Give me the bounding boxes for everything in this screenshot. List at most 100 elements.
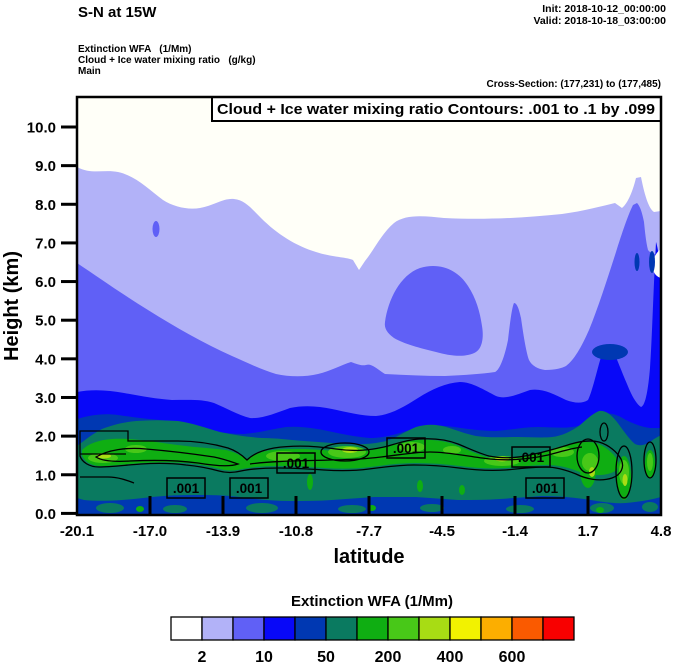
x-tick-label: 1.7 bbox=[578, 523, 599, 540]
contour-label-box bbox=[511, 446, 551, 468]
y-tick-label: 10.0 bbox=[27, 120, 56, 137]
line-contours bbox=[79, 422, 657, 499]
contour-label-box bbox=[166, 477, 206, 499]
contour-line-segment bbox=[80, 476, 135, 484]
x-tick-label: -7.7 bbox=[356, 523, 382, 540]
fill-dot-periwinkle bbox=[152, 221, 160, 237]
x-tick-label: -1.4 bbox=[502, 523, 529, 540]
colorbar-tick-label: 50 bbox=[317, 649, 335, 666]
contour-line-meander bbox=[249, 446, 583, 465]
teal-bottom-blob bbox=[506, 505, 534, 513]
contour-loop bbox=[643, 441, 657, 479]
teal-bottom-blob bbox=[642, 502, 658, 512]
filled-contour-layers: .001 .001 .001 .001 .001 .001 bbox=[77, 97, 661, 515]
contour-loop bbox=[599, 422, 609, 442]
teal-bottom-blob bbox=[420, 504, 444, 512]
contour-label-text: .001 bbox=[173, 481, 200, 496]
x-tick-label: -4.5 bbox=[429, 523, 455, 540]
colorbar-cell bbox=[294, 616, 327, 641]
contour-label-text: .001 bbox=[236, 481, 263, 496]
valid-timestamp: Valid: 2018-10-18_03:00:00 bbox=[533, 15, 666, 27]
y-axis-ticks: 0.0 1.0 2.0 3.0 4.0 5.0 6.0 7.0 8.0 9.0 10.0 bbox=[27, 120, 77, 523]
x-tick-label: -20.1 bbox=[60, 523, 94, 540]
inner-title-text: Cloud + Ice water mixing ratio Contours:… bbox=[217, 101, 655, 118]
init-timestamp: Init: 2018-10-12_00:00:00 bbox=[542, 3, 666, 15]
page-title: S-N at 15W bbox=[78, 4, 157, 21]
y-tick-label: 0.0 bbox=[35, 506, 56, 523]
colorbar-tick-label: 600 bbox=[499, 649, 526, 666]
y-tick-label: 1.0 bbox=[35, 467, 56, 484]
inner-title-box: Cloud + Ice water mixing ratio Contours:… bbox=[211, 96, 662, 122]
colorbar-tick-label: 400 bbox=[437, 649, 464, 666]
contour-label-text: .001 bbox=[518, 450, 545, 465]
green-bit bbox=[417, 480, 423, 492]
lime-patch bbox=[622, 474, 628, 486]
y-tick-label: 2.0 bbox=[35, 429, 56, 446]
x-axis-ticks: -20.1 -17.0 -13.9 -10.8 -7.7 -4.5 -1.4 1.7 4.8 bbox=[60, 496, 672, 540]
colorbar-cell bbox=[263, 616, 296, 641]
fill-blob-periwinkle-aloft bbox=[384, 266, 483, 356]
teal-bottom-blob bbox=[246, 503, 278, 513]
fill-sliver-navy bbox=[649, 251, 655, 273]
contour-value-labels: .001 .001 .001 .001 .001 .001 bbox=[166, 437, 565, 499]
field-line-mixing-ratio: Cloud + Ice water mixing ratio (g/kg) bbox=[78, 55, 256, 66]
colorbar-cell bbox=[356, 616, 389, 641]
colorbar bbox=[170, 616, 575, 641]
x-tick-label: -17.0 bbox=[133, 523, 167, 540]
contour-loop bbox=[320, 442, 370, 462]
colorbar-cell bbox=[542, 616, 575, 641]
colorbar-cell bbox=[449, 616, 482, 641]
colorbar-tick-label: 10 bbox=[255, 649, 273, 666]
x-tick-label: -10.8 bbox=[279, 523, 313, 540]
light-green-patch bbox=[582, 453, 598, 471]
colorbar-cell bbox=[232, 616, 265, 641]
green-bit bbox=[459, 485, 465, 495]
y-tick-label: 5.0 bbox=[35, 313, 56, 330]
y-axis-title: Height (km) bbox=[1, 251, 23, 361]
contour-line-inner bbox=[94, 447, 240, 467]
contour-label-text: .001 bbox=[283, 456, 310, 471]
light-green-patch bbox=[443, 446, 461, 454]
teal-bottom-blob bbox=[163, 505, 187, 513]
x-tick-label: 4.8 bbox=[651, 523, 672, 540]
fill-sliver-navy-2 bbox=[634, 253, 640, 271]
y-tick-label: 6.0 bbox=[35, 274, 56, 291]
teal-bottom-blob bbox=[96, 503, 124, 513]
cross-section-label: Cross-Section: (177,231) to (177,485) bbox=[486, 79, 661, 90]
contour-label-text: .001 bbox=[532, 481, 559, 496]
y-tick-label: 7.0 bbox=[35, 235, 56, 252]
y-tick-label: 8.0 bbox=[35, 197, 56, 214]
field-line-extinction: Extinction WFA (1/Mm) bbox=[78, 44, 192, 55]
contour-label-box bbox=[229, 477, 269, 499]
colorbar-cell bbox=[480, 616, 513, 641]
y-tick-label: 3.0 bbox=[35, 390, 56, 407]
fill-notch-white-right-edge bbox=[652, 249, 661, 278]
x-axis-title: latitude bbox=[333, 546, 404, 568]
contour-label-box bbox=[276, 452, 316, 474]
contour-loop bbox=[576, 438, 600, 474]
colorbar-labels: 2 10 50 200 400 600 bbox=[198, 649, 526, 666]
green-bit bbox=[596, 507, 604, 513]
contour-label-box bbox=[525, 477, 565, 499]
field-line-domain: Main bbox=[78, 66, 101, 77]
colorbar-cell bbox=[511, 616, 544, 641]
contour-loop bbox=[615, 445, 633, 499]
colorbar-tick-label: 2 bbox=[198, 649, 207, 666]
contour-line-outer bbox=[79, 430, 624, 481]
fill-blob-navy bbox=[592, 344, 628, 360]
colorbar-cell bbox=[170, 616, 203, 641]
contour-label-text: .001 bbox=[393, 441, 420, 456]
colorbar-tick-label: 200 bbox=[375, 649, 402, 666]
green-bit bbox=[136, 506, 144, 512]
colorbar-title: Extinction WFA (1/Mm) bbox=[291, 593, 453, 610]
light-green-patch bbox=[399, 442, 425, 452]
y-tick-label: 9.0 bbox=[35, 158, 56, 175]
colorbar-cell bbox=[387, 616, 420, 641]
colorbar-cell bbox=[201, 616, 234, 641]
colorbar-cell bbox=[325, 616, 358, 641]
y-tick-label: 4.0 bbox=[35, 351, 56, 368]
colorbar-cell bbox=[418, 616, 451, 641]
light-green-patch bbox=[647, 453, 653, 471]
